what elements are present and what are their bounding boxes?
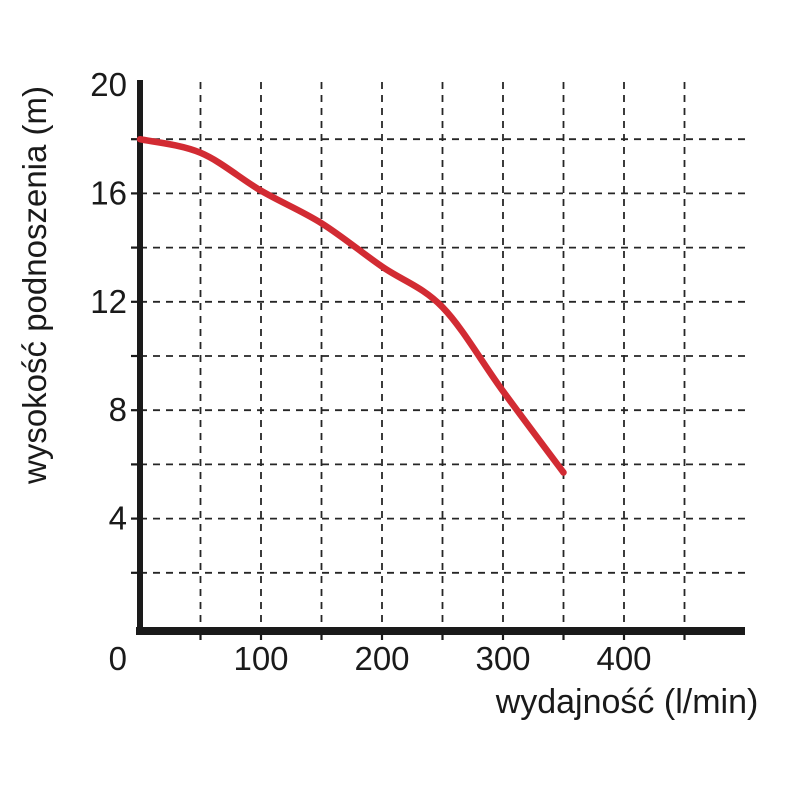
y-tick-label: 4	[109, 500, 127, 537]
axis-ticks	[131, 138, 686, 640]
gridlines	[140, 82, 747, 627]
y-tick-label: 16	[90, 174, 127, 211]
x-tick-label: 200	[354, 640, 409, 677]
y-tick-label: 8	[109, 391, 127, 428]
x-tick-label: 400	[596, 640, 651, 677]
y-axis-title: wysokość podnoszenia (m)	[16, 86, 53, 485]
y-tick-label: 20	[90, 66, 127, 103]
tick-labels: 4 8 12 16 20 100 200 300 400 0	[90, 66, 651, 677]
pump-curve-line	[136, 135, 567, 476]
x-tick-label: 300	[475, 640, 530, 677]
x-tick-label: 100	[233, 640, 288, 677]
x-axis-title: wydajność (l/min)	[495, 683, 759, 721]
y-tick-label: 12	[90, 283, 127, 320]
origin-tick-label: 0	[109, 640, 127, 677]
